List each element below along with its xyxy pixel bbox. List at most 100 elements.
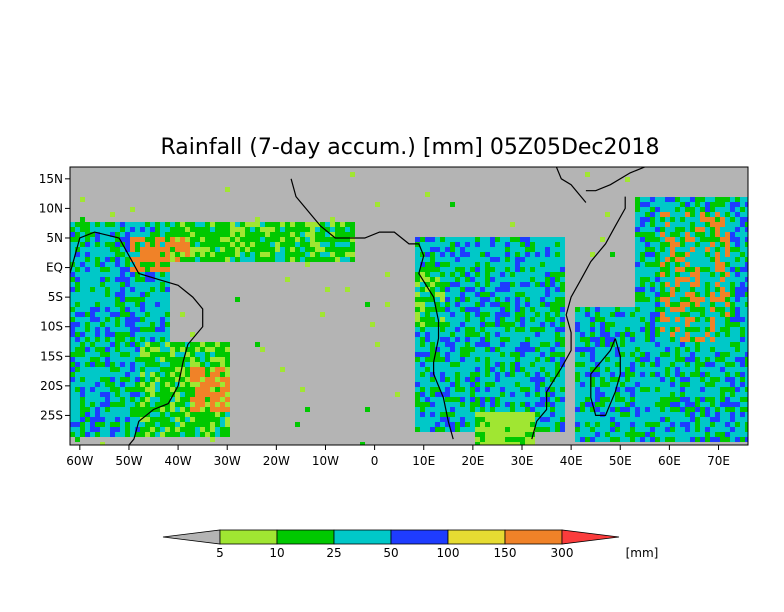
rain-cell — [440, 422, 445, 427]
rain-cell — [685, 347, 690, 352]
rain-cell — [585, 432, 590, 437]
rain-cell — [430, 377, 435, 382]
rain-cell — [480, 367, 485, 372]
rain-cell — [450, 402, 455, 407]
rain-cell — [540, 327, 545, 332]
rain-cell — [100, 317, 105, 322]
rain-cell — [675, 277, 680, 282]
rain-cell — [510, 292, 515, 297]
rain-cell — [660, 362, 665, 367]
rain-cell — [635, 232, 640, 237]
rain-cell — [435, 397, 440, 402]
rain-cell — [345, 222, 350, 227]
rain-cell — [135, 347, 140, 352]
rain-cell — [710, 302, 715, 307]
rain-cell — [450, 272, 455, 277]
rain-cell — [585, 312, 590, 317]
rain-cell — [655, 407, 660, 412]
rain-cell — [730, 247, 735, 252]
rain-cell — [695, 282, 700, 287]
rain-cell — [150, 397, 155, 402]
rain-cell — [670, 252, 675, 257]
rain-cell — [510, 307, 515, 312]
rain-cell — [90, 397, 95, 402]
rain-cell — [670, 382, 675, 387]
rain-cell — [595, 337, 600, 342]
rain-cell — [575, 352, 580, 357]
rain-cell — [535, 362, 540, 367]
rain-cell — [350, 247, 355, 252]
rain-cell — [80, 307, 85, 312]
rain-cell — [145, 332, 150, 337]
rain-cell — [525, 362, 530, 367]
rain-cell — [670, 307, 675, 312]
rain-cell — [710, 292, 715, 297]
rain-cell — [415, 272, 420, 277]
rain-cell — [695, 392, 700, 397]
rain-cell — [160, 322, 165, 327]
rain-cell — [705, 252, 710, 257]
rain-cell — [265, 227, 270, 232]
rain-cell — [100, 272, 105, 277]
rain-cell — [650, 352, 655, 357]
rain-cell — [135, 282, 140, 287]
rain-cell — [705, 407, 710, 412]
rain-cell — [85, 377, 90, 382]
rain-cell — [640, 332, 645, 337]
rain-cell — [730, 387, 735, 392]
rain-cell — [440, 282, 445, 287]
rain-cell — [95, 312, 100, 317]
rain-cell — [440, 302, 445, 307]
rain-cell — [485, 267, 490, 272]
rain-cell — [685, 252, 690, 257]
rain-cell — [150, 322, 155, 327]
rain-cell — [500, 302, 505, 307]
rain-cell — [665, 267, 670, 272]
rain-cell — [95, 342, 100, 347]
rain-cell — [715, 382, 720, 387]
rain-cell — [675, 417, 680, 422]
rain-cell — [515, 397, 520, 402]
rain-cell — [120, 312, 125, 317]
rain-cell — [75, 232, 80, 237]
rain-cell — [745, 437, 748, 442]
rain-cell — [705, 412, 710, 417]
rain-cell — [630, 312, 635, 317]
rain-cell — [335, 227, 340, 232]
rain-cell — [505, 427, 510, 432]
rain-cell — [500, 382, 505, 387]
rain-cell — [550, 282, 555, 287]
rain-cell — [210, 342, 215, 347]
rain-cell — [455, 272, 460, 277]
rain-cell — [740, 312, 745, 317]
rain-cell — [215, 417, 220, 422]
rain-cell — [675, 222, 680, 227]
rain-cell — [490, 437, 495, 442]
rain-cell — [705, 322, 710, 327]
rain-cell — [470, 332, 475, 337]
rain-cell — [455, 292, 460, 297]
rain-cell — [455, 387, 460, 392]
rain-cell — [110, 257, 115, 262]
rain-cell — [90, 352, 95, 357]
rain-cell — [120, 237, 125, 242]
rain-cell — [175, 392, 180, 397]
rain-cell — [85, 222, 90, 227]
rain-cell — [500, 412, 505, 417]
rain-cell — [315, 227, 320, 232]
rain-cell — [695, 422, 700, 427]
rain-cell — [515, 442, 520, 445]
rain-cell — [450, 267, 455, 272]
rain-cell — [95, 237, 100, 242]
rain-cell — [680, 232, 685, 237]
rain-cell — [720, 422, 725, 427]
rain-cell — [650, 197, 655, 202]
rain-cell — [610, 377, 615, 382]
rain-cell — [730, 437, 735, 442]
rain-cell — [560, 252, 565, 257]
rain-cell — [485, 312, 490, 317]
rain-cell — [450, 257, 455, 262]
rain-cell — [650, 392, 655, 397]
rain-cell — [170, 257, 175, 262]
rain-cell — [140, 227, 145, 232]
